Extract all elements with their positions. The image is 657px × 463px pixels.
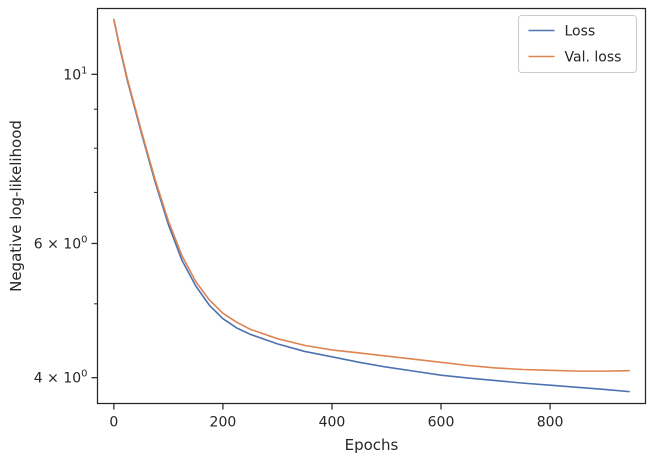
legend-label: Val. loss (565, 50, 622, 66)
x-axis-label: Epochs (345, 436, 399, 454)
y-axis-label: Negative log-likelihood (7, 120, 25, 292)
y-axis: 4 × 100 6 × 100 101 (34, 65, 98, 387)
plot-frame (96, 7, 647, 405)
legend: Loss Val. loss (518, 15, 637, 73)
x-tick-label: 200 (210, 415, 237, 431)
x-tick-label: 800 (537, 415, 564, 431)
legend-label: Loss (565, 24, 596, 40)
x-axis: 0 200 400 600 800 (109, 403, 564, 431)
series-line-2 (113, 18, 630, 372)
y-tick-label: 6 × 100 (34, 234, 88, 252)
plot-area-lines (113, 18, 630, 393)
y-tick-label: 101 (63, 65, 87, 83)
x-tick-label: 0 (109, 415, 118, 431)
series-line-1 (113, 18, 630, 393)
y-tick-label: 4 × 100 (34, 369, 88, 387)
x-tick-label: 400 (319, 415, 346, 431)
x-tick-label: 600 (428, 415, 455, 431)
